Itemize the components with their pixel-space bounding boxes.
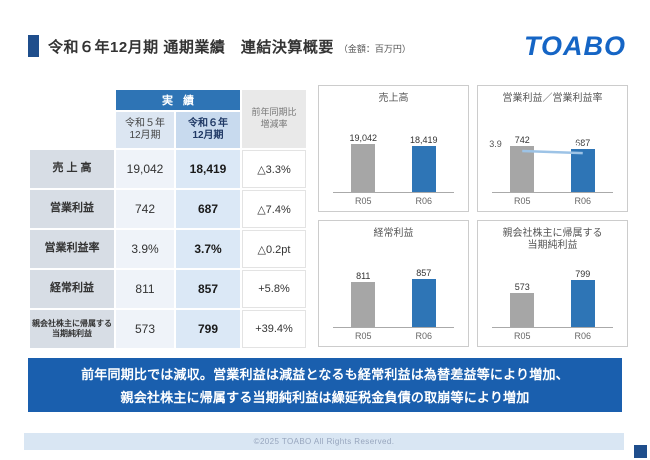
bar — [510, 146, 535, 192]
bar-value-label: 811 — [356, 271, 371, 281]
column-header-r05: 令和５年 12月期 — [116, 112, 174, 148]
chart-title: 経常利益 — [373, 228, 414, 239]
change-column-header: 前年同期比 増減率 — [242, 90, 306, 148]
bar — [411, 146, 436, 192]
change-value: +5.8% — [242, 270, 306, 308]
chart-plot: 742 687 3.9 3.7 — [489, 108, 613, 193]
blank-cell — [30, 90, 114, 110]
axis-label: R05 — [513, 196, 531, 206]
bar-group: 573 — [510, 282, 535, 327]
bar-group: 799 — [570, 269, 595, 327]
chart-net-income: 親会社株主に帰属する 当期純利益 573 799 R05 R06 — [477, 220, 628, 347]
table-row-operating-margin: 営業利益率 3.9% 3.7% △0.2pt — [30, 230, 306, 268]
banner-line-2: 親会社株主に帰属する当期純利益は繰延税金負債の取崩等により増加 — [120, 390, 530, 405]
change-value: △3.3% — [242, 150, 306, 188]
chart-title: 営業利益／営業利益率 — [502, 93, 603, 104]
table-row-net-income: 親会社株主に帰属する 当期純利益 573 799 +39.4% — [30, 310, 306, 348]
r05-value: 19,042 — [116, 150, 174, 188]
chart-axis: R05 R06 — [333, 331, 454, 341]
chart-axis: R05 R06 — [333, 196, 454, 206]
group-header-actual: 実績 — [116, 90, 240, 110]
r05-value: 811 — [116, 270, 174, 308]
row-label: 売 上 高 — [30, 150, 114, 188]
table-row-ordinary-income: 経常利益 811 857 +5.8% — [30, 270, 306, 308]
bar-group: 19,042 — [349, 133, 377, 192]
axis-label: R06 — [415, 196, 432, 206]
bar — [570, 280, 595, 327]
chart-plot: 811 857 — [333, 243, 454, 328]
r05-value: 573 — [116, 310, 174, 348]
chart-plot: 19,042 18,419 — [333, 108, 454, 193]
results-table: 実績 前年同期比 増減率 令和５年 12月期 令和６年 12月期 売 上 高 1… — [28, 88, 308, 350]
banner-line-1: 前年同期比では減収。営業利益は減益となるも経常利益は為替差益等により増加、 — [81, 367, 569, 382]
bar-value-label: 687 — [575, 138, 591, 148]
column-header-r06: 令和６年 12月期 — [176, 112, 240, 148]
page-title: 令和６年12月期 通期業績 連結決算概要 — [48, 38, 334, 56]
chart-ordinary-income: 経常利益 811 857 R05 R06 — [318, 220, 469, 347]
toabo-logo: TOABO — [523, 30, 626, 61]
table-row-net-sales: 売 上 高 19,042 18,419 △3.3% — [30, 150, 306, 188]
axis-label: R05 — [513, 331, 531, 341]
bar-value-label: 18,419 — [409, 135, 438, 145]
charts-grid: 売上高 19,042 18,419 R05 R06 営業利益／営業利益率 742 68… — [318, 85, 628, 347]
r05-value: 3.9% — [116, 230, 174, 268]
table-header-row-group: 実績 前年同期比 増減率 — [30, 90, 306, 148]
r06-value: 3.7% — [176, 230, 240, 268]
r06-value: 687 — [176, 190, 240, 228]
axis-label: R06 — [415, 331, 432, 341]
axis-label: R06 — [574, 331, 591, 341]
r06-value: 857 — [176, 270, 240, 308]
bar — [570, 149, 595, 192]
bar-group: 687 — [570, 138, 595, 192]
margin-value-label: 3.7 — [574, 141, 588, 152]
blank-cell — [30, 112, 114, 148]
bar — [510, 293, 535, 327]
r06-value: 799 — [176, 310, 240, 348]
axis-label: R06 — [574, 196, 591, 206]
axis-label: R05 — [354, 331, 372, 341]
bar — [351, 144, 376, 192]
header: 令和６年12月期 通期業績 連結決算概要 （金額：百万円） TOABO — [28, 30, 626, 62]
bar-value-label: 799 — [575, 269, 591, 279]
bar-group: 811 — [351, 271, 376, 327]
margin-value-label: 3.9 — [489, 139, 502, 150]
change-value: +39.4% — [242, 310, 306, 348]
row-label: 経常利益 — [30, 270, 114, 308]
bar-value-label: 19,042 — [349, 133, 378, 143]
chart-operating-income-margin: 営業利益／営業利益率 742 687 3.9 3.7 R05 R06 — [477, 85, 628, 212]
change-value: △0.2pt — [242, 230, 306, 268]
unit-note: （金額：百万円） — [338, 43, 411, 54]
chart-plot: 573 799 — [492, 255, 613, 328]
footer-bar: ©2025 TOABO All Rights Reserved. — [24, 433, 624, 450]
bar-group: 18,419 — [410, 135, 438, 192]
bar — [411, 279, 436, 327]
table-row-operating-income: 営業利益 742 687 △7.4% — [30, 190, 306, 228]
chart-title: 売上高 — [378, 93, 409, 104]
axis-label: R05 — [354, 196, 372, 206]
copyright-text: ©2025 TOABO All Rights Reserved. — [253, 437, 395, 446]
r06-value: 18,419 — [176, 150, 240, 188]
bar-value-label: 857 — [416, 268, 432, 278]
summary-banner: 前年同期比では減収。営業利益は減益となるも経常利益は為替差益等により増加、 親会… — [28, 358, 622, 412]
bar-group: 857 — [411, 268, 436, 327]
bar-value-label: 573 — [514, 282, 530, 292]
chart-title: 親会社株主に帰属する 当期純利益 — [502, 228, 603, 251]
title-accent-bar — [28, 35, 39, 57]
corner-accent-square — [634, 445, 647, 458]
change-value: △7.4% — [242, 190, 306, 228]
bar-group: 742 — [510, 135, 535, 192]
row-label: 営業利益 — [30, 190, 114, 228]
row-label: 親会社株主に帰属する 当期純利益 — [30, 310, 114, 348]
chart-axis: R05 R06 — [492, 196, 613, 206]
chart-axis: R05 R06 — [492, 331, 613, 341]
bar — [351, 282, 376, 327]
chart-net-sales: 売上高 19,042 18,419 R05 R06 — [318, 85, 469, 212]
table-header-row-years: 令和５年 12月期 令和６年 12月期 — [30, 112, 306, 148]
row-label: 営業利益率 — [30, 230, 114, 268]
r05-value: 742 — [116, 190, 174, 228]
bar-value-label: 742 — [514, 135, 530, 145]
